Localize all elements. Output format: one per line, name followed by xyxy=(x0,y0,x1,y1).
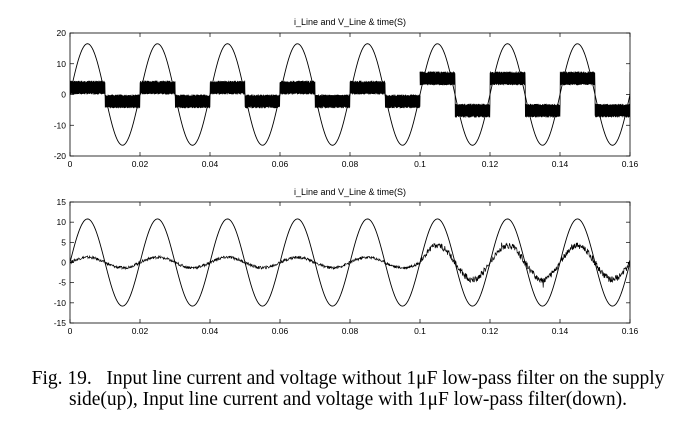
x-tick-label: 0.04 xyxy=(202,159,219,169)
x-tick-label: 0.06 xyxy=(272,159,289,169)
y-tick-label: -5 xyxy=(58,278,66,288)
top-axes: 0 0.02 0.04 0.06 0.08 0.1 0.12 0.14 0.16 20 10 0 -10… xyxy=(54,28,639,169)
y-tick-label: 5 xyxy=(61,237,66,247)
y-tick-label: 15 xyxy=(57,197,67,207)
y-tick-label: 0 xyxy=(61,90,66,100)
x-tick-label: 0.02 xyxy=(132,326,149,336)
x-tick-label: 0.16 xyxy=(622,326,639,336)
x-tick-label: 0.02 xyxy=(132,159,149,169)
current-band xyxy=(70,80,421,109)
x-tick-label: 0.16 xyxy=(622,159,639,169)
bottom-axes: 0 0.02 0.04 0.06 0.08 0.1 0.12 0.14 0.16 15 10 5 0 -5… xyxy=(54,197,639,336)
caption-label: Fig. 19. xyxy=(31,368,92,389)
bottom-plot-area xyxy=(70,218,630,307)
top-chart-title: i_Line and V_Line & time(S) xyxy=(294,17,406,27)
x-tick-label: 0 xyxy=(68,159,73,169)
x-tick-label: 0.1 xyxy=(414,326,426,336)
x-tick-label: 0.06 xyxy=(272,326,289,336)
bottom-chart: i_Line and V_Line & time(S) 0 0.02 0.04 0.0… xyxy=(54,187,639,336)
current-series xyxy=(70,71,630,118)
voltage-series-line xyxy=(70,218,630,307)
x-tick-label: 0.1 xyxy=(414,159,426,169)
bottom-chart-title: i_Line and V_Line & time(S) xyxy=(294,187,406,197)
y-tick-label: 20 xyxy=(57,28,67,38)
x-tick-label: 0.12 xyxy=(482,159,499,169)
current-band xyxy=(419,71,630,118)
figure-caption: Fig. 19. Input line current and voltage … xyxy=(14,368,682,410)
y-tick-label: -15 xyxy=(54,318,67,328)
y-tick-label: 0 xyxy=(61,258,66,268)
x-tick-label: 0.14 xyxy=(552,159,569,169)
top-chart: i_Line and V_Line & time(S) 0 0.02 0.04 0.0… xyxy=(54,17,639,169)
y-tick-label: -10 xyxy=(54,298,67,308)
caption-text: Input line current and voltage without 1… xyxy=(69,368,665,410)
current-series-line xyxy=(70,242,630,288)
x-tick-label: 0.08 xyxy=(342,326,359,336)
x-tick-label: 0.14 xyxy=(552,326,569,336)
x-tick-label: 0 xyxy=(68,326,73,336)
y-tick-label: -20 xyxy=(54,151,67,161)
x-tick-label: 0.12 xyxy=(482,326,499,336)
y-tick-label: -10 xyxy=(54,120,67,130)
top-plot-area xyxy=(70,43,630,146)
y-tick-label: 10 xyxy=(57,217,67,227)
x-tick-label: 0.04 xyxy=(202,326,219,336)
x-tick-label: 0.08 xyxy=(342,159,359,169)
y-tick-label: 10 xyxy=(57,59,67,69)
